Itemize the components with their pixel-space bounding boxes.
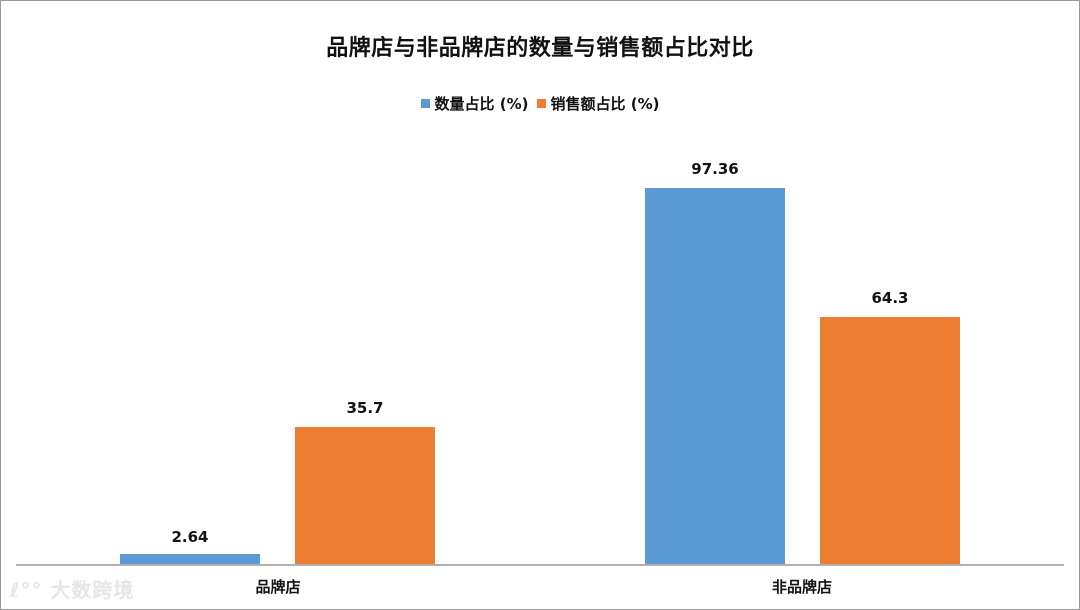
legend-item-sales: 销售额占比 (%)	[536, 93, 660, 114]
watermark-text: 大数跨境	[50, 578, 135, 602]
data-label: 97.36	[691, 160, 739, 178]
legend-swatch-blue	[420, 99, 430, 108]
x-axis-line	[16, 564, 1064, 566]
data-label: 2.64	[171, 528, 209, 546]
bar-nonbrand-sales	[820, 317, 960, 564]
bar-nonbrand-quantity	[645, 188, 785, 564]
legend-label: 销售额占比 (%)	[550, 95, 660, 113]
legend-label: 数量占比 (%)	[434, 95, 529, 113]
category-label-brand: 品牌店	[255, 578, 301, 596]
chart-title: 品牌店与非品牌店的数量与销售额占比对比	[326, 36, 754, 61]
bar-brand-sales	[295, 427, 435, 564]
legend: 数量占比 (%) 销售额占比 (%)	[0, 93, 1080, 114]
watermark-logo: ℓ°° 大数跨境	[10, 574, 134, 603]
bar-brand-quantity	[120, 554, 260, 564]
legend-item-quantity: 数量占比 (%)	[420, 93, 529, 114]
data-label: 64.3	[871, 289, 909, 307]
legend-swatch-orange	[536, 99, 546, 108]
watermark-icon: ℓ°°	[10, 578, 43, 602]
data-label: 35.7	[346, 399, 384, 417]
category-label-nonbrand: 非品牌店	[771, 578, 832, 596]
